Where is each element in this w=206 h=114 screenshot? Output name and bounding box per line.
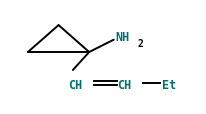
Text: 2: 2 — [137, 39, 142, 49]
Text: NH: NH — [115, 31, 129, 43]
Text: CH: CH — [116, 78, 130, 91]
Text: Et: Et — [161, 78, 175, 91]
Text: CH: CH — [67, 78, 82, 91]
